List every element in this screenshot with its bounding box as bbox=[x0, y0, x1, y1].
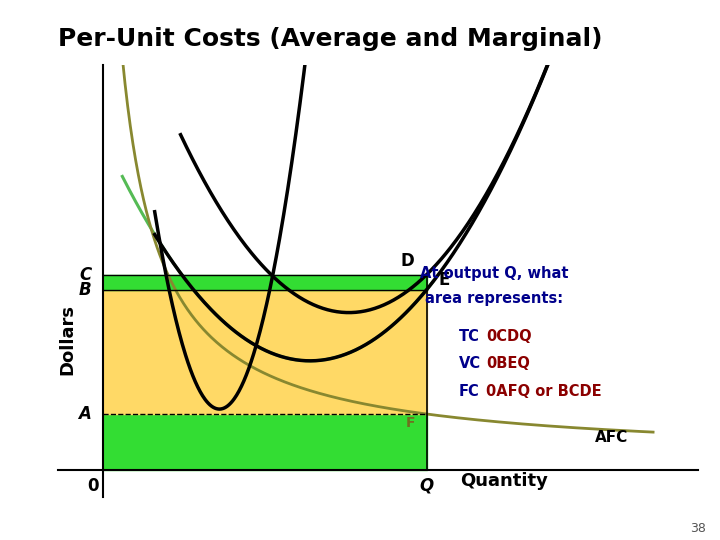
Text: E: E bbox=[438, 272, 449, 289]
Text: 0BEQ: 0BEQ bbox=[486, 356, 530, 372]
Text: D: D bbox=[400, 252, 414, 270]
Text: Quantity: Quantity bbox=[460, 472, 548, 490]
Text: F: F bbox=[405, 416, 415, 430]
Text: 38: 38 bbox=[690, 522, 706, 535]
Text: C: C bbox=[79, 266, 91, 284]
Text: A: A bbox=[78, 405, 91, 423]
Text: 0CDQ: 0CDQ bbox=[486, 329, 531, 343]
Text: Per-Unit Costs (Average and Marginal): Per-Unit Costs (Average and Marginal) bbox=[58, 27, 602, 51]
Text: area represents:: area represents: bbox=[426, 291, 564, 306]
Text: B: B bbox=[78, 281, 91, 299]
Text: VC: VC bbox=[459, 356, 481, 372]
Text: At output Q, what: At output Q, what bbox=[420, 266, 569, 281]
Text: Dollars: Dollars bbox=[58, 304, 76, 375]
Text: TC: TC bbox=[459, 329, 480, 343]
Text: 0: 0 bbox=[87, 477, 99, 495]
Text: AFC: AFC bbox=[595, 430, 628, 445]
Text: FC: FC bbox=[459, 384, 480, 399]
Text: Q: Q bbox=[420, 477, 433, 495]
Text: 0AFQ or BCDE: 0AFQ or BCDE bbox=[486, 384, 602, 399]
